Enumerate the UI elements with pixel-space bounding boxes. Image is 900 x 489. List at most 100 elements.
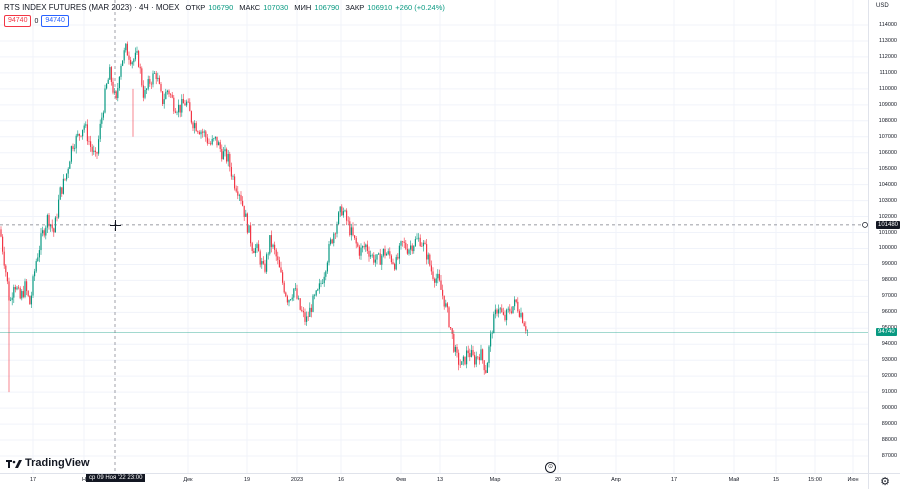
candle-body [515, 299, 517, 302]
candle-body [102, 112, 104, 118]
candle-body [235, 188, 237, 192]
candle-body [339, 206, 341, 213]
candle-body [170, 94, 172, 95]
candle-body [264, 263, 266, 272]
time-tick-label: 17 [670, 477, 678, 483]
candle-body [205, 131, 207, 138]
candle-body [286, 296, 288, 303]
candle-body [411, 245, 413, 252]
candle-body [296, 288, 298, 299]
candle-body [437, 273, 439, 279]
candle-body [243, 205, 245, 217]
price-tick-label: 104000 [878, 181, 897, 188]
sell-button[interactable]: 94740 [4, 15, 32, 27]
candle-body [278, 260, 280, 268]
candle-body [262, 261, 264, 264]
candle-body [0, 229, 2, 237]
time-axis[interactable]: 17 Н Дек 19 2023 16 Фев 13 Мар 20 Апр 17 Май 15 15:00 И… [0, 473, 868, 489]
candle-body [424, 242, 426, 245]
candle-body [184, 103, 186, 106]
candle-body [285, 292, 287, 297]
candle-body [448, 307, 450, 328]
candle-body [475, 356, 477, 365]
symbol-title[interactable]: RTS INDEX FUTURES (MAR 2023) · 4Ч · MOEX [4, 3, 180, 12]
candle-body [518, 311, 520, 317]
candle-body [94, 150, 96, 153]
buy-button[interactable]: 94740 [41, 15, 69, 27]
candle-body [482, 349, 484, 361]
candle-body [74, 148, 76, 150]
candle-body [293, 288, 295, 298]
settings-gear-icon[interactable]: ⚙ [868, 473, 900, 489]
candle-body [91, 146, 93, 152]
change-value: +260 (+0.24%) [395, 3, 445, 12]
candle-body [410, 245, 412, 250]
candle-body [526, 330, 528, 332]
high-label: МАКС [239, 3, 261, 12]
candle-body [56, 217, 58, 219]
price-axis[interactable]: 114000 113000 112000 111000 110000 109000 1080… [868, 0, 900, 473]
candle-body [192, 122, 194, 129]
time-tick-label: Мар [489, 477, 501, 483]
candle-body [397, 257, 399, 259]
spread-value: 0 [34, 17, 39, 25]
candle-body [219, 142, 221, 149]
candle-body [82, 129, 84, 137]
candle-body [334, 233, 336, 235]
time-tick-label: 17 [29, 477, 37, 483]
candle-body [512, 306, 514, 313]
candle-body [162, 91, 164, 105]
candle-body [66, 173, 68, 180]
candle-body [470, 350, 472, 357]
candle-body [390, 255, 392, 263]
candle-body [405, 242, 407, 249]
candle-body [509, 308, 511, 312]
candle-body [136, 51, 138, 53]
candle-body [38, 250, 40, 258]
candle-body [226, 149, 228, 162]
candle-body [48, 215, 50, 227]
candle-body [451, 328, 453, 334]
candle-body [42, 230, 44, 234]
candle-body [51, 224, 53, 229]
candle-body [216, 136, 218, 146]
chart-area[interactable]: RTS INDEX FUTURES (MAR 2023) · 4Ч · MOEX… [0, 0, 868, 473]
candle-body [109, 67, 111, 80]
candle-body [133, 59, 135, 63]
candle-body [19, 288, 21, 299]
candle-body [245, 213, 247, 217]
symbol-legend: RTS INDEX FUTURES (MAR 2023) · 4Ч · MOEX… [4, 3, 445, 12]
candle-body [168, 90, 170, 95]
candle-body [16, 287, 18, 290]
candle-body [29, 295, 31, 305]
price-chart[interactable] [0, 0, 868, 473]
price-tick-label: 105000 [878, 165, 897, 172]
candle-body [267, 253, 269, 255]
candle-body [122, 60, 124, 66]
price-tick-label: 106000 [878, 149, 897, 156]
time-tick-label: Май [728, 477, 740, 483]
candle-body [99, 123, 101, 140]
currency-label[interactable]: USD [876, 3, 889, 9]
candle-body [384, 248, 386, 256]
candle-body [62, 178, 64, 194]
candle-body [477, 356, 479, 358]
candle-body [160, 83, 162, 92]
price-tick-label: 109000 [878, 101, 897, 108]
candle-body [467, 350, 469, 354]
candle-body [419, 237, 421, 247]
candle-body [230, 167, 232, 177]
candle-body [413, 245, 415, 252]
candle-body [154, 73, 156, 74]
candle-body [291, 297, 293, 300]
candle-body [234, 176, 236, 189]
goto-realtime-icon[interactable]: ⊙ [545, 462, 556, 473]
candle-body [18, 287, 20, 289]
price-tick-label: 110000 [879, 85, 897, 92]
candle-body [496, 309, 498, 314]
candle-body [232, 176, 234, 178]
candle-body [142, 85, 144, 98]
candle-body [222, 151, 224, 160]
candle-body [458, 352, 460, 365]
candle-body [86, 124, 88, 142]
